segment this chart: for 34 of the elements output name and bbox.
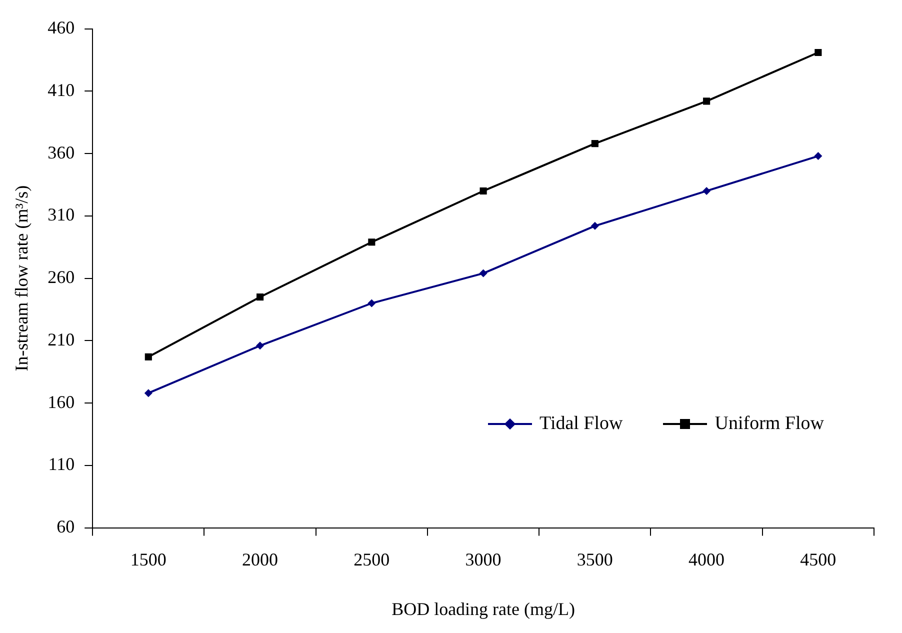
point xyxy=(479,269,488,278)
point xyxy=(368,299,376,308)
point xyxy=(703,98,710,105)
point xyxy=(256,342,264,350)
point xyxy=(480,187,487,195)
y-tick-label: 310 xyxy=(48,204,75,225)
x-tick-label: 2500 xyxy=(354,549,390,570)
x-tick-label: 3500 xyxy=(576,549,613,570)
y-tick-label: 360 xyxy=(48,142,75,162)
point xyxy=(814,152,822,160)
y-tick-label: 260 xyxy=(48,267,75,288)
x-tick-label: 1500 xyxy=(130,549,166,570)
y-axis-title: In-stream flow rate (m³/s) xyxy=(12,185,32,372)
y-tick-label: 160 xyxy=(48,392,75,412)
y-tick-label: 110 xyxy=(48,454,75,474)
legend-label: Tidal Flow xyxy=(540,413,623,435)
x-tick-label: 4000 xyxy=(688,549,725,570)
point xyxy=(591,140,598,148)
point xyxy=(368,238,376,246)
x-tick-label: 2000 xyxy=(242,549,278,570)
point xyxy=(702,186,711,195)
y-tick-label: 210 xyxy=(48,329,75,350)
point xyxy=(590,222,599,230)
y-tick-label: 410 xyxy=(48,80,75,100)
x-tick-label: 4500 xyxy=(800,549,836,570)
y-tick-label: 60 xyxy=(56,516,75,537)
point xyxy=(256,293,264,301)
point xyxy=(144,353,152,360)
x-tick-label: 3000 xyxy=(465,549,502,570)
x-axis-title: BOD loading rate (mg/L) xyxy=(392,598,576,619)
point xyxy=(144,389,152,398)
legend-label: Uniform Flow xyxy=(714,413,824,435)
y-tick-label: 460 xyxy=(48,18,75,38)
point xyxy=(814,48,822,56)
